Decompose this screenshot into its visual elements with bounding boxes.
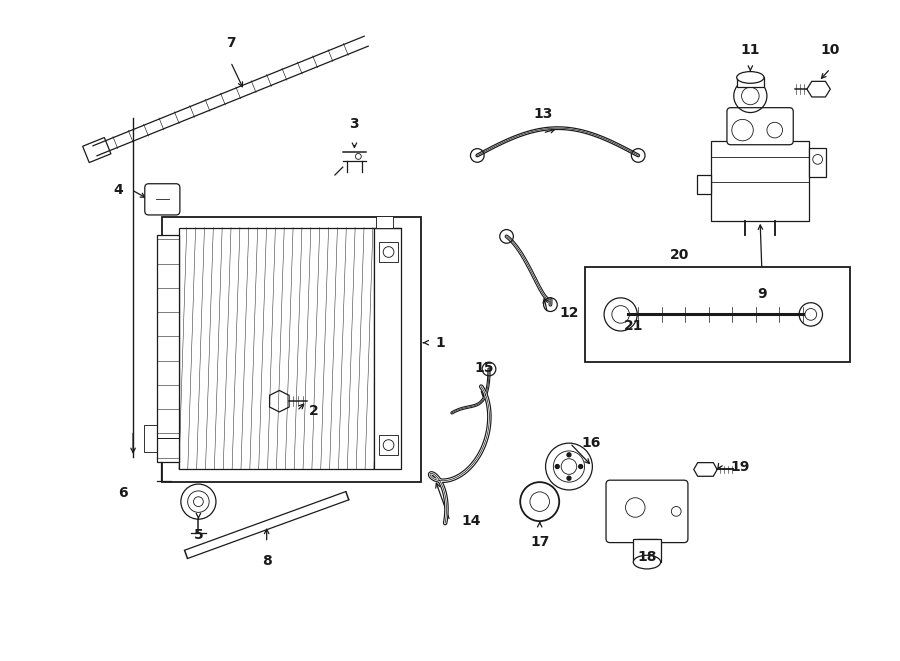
FancyBboxPatch shape [727,108,793,145]
Text: 17: 17 [530,535,549,549]
Bar [179,227,374,469]
Text: 18: 18 [637,551,657,564]
Text: 13: 13 [533,107,553,122]
Bar [379,242,399,262]
Text: 19: 19 [731,459,751,473]
Text: 21: 21 [624,319,644,333]
Circle shape [567,477,571,480]
Bar [737,77,764,87]
Bar [379,436,399,455]
Text: 12: 12 [559,307,579,321]
Text: 9: 9 [757,287,767,301]
Bar [634,539,661,562]
Text: 11: 11 [741,43,760,57]
Bar [162,217,420,482]
Text: 10: 10 [821,43,840,57]
Text: 6: 6 [119,486,128,500]
Bar [585,266,850,362]
Text: 7: 7 [226,36,236,50]
Text: 2: 2 [309,404,319,418]
Ellipse shape [737,71,764,83]
Bar [376,216,393,227]
Circle shape [555,465,559,469]
Text: 8: 8 [262,555,272,568]
Text: 15: 15 [474,361,494,375]
Circle shape [579,465,582,469]
Text: 1: 1 [436,336,446,350]
FancyBboxPatch shape [606,480,688,543]
Text: 3: 3 [349,117,359,131]
Circle shape [567,453,571,457]
Text: 5: 5 [194,528,203,542]
Bar [374,227,401,469]
Text: 14: 14 [462,514,482,528]
Text: 20: 20 [670,248,688,262]
Ellipse shape [634,555,661,569]
FancyBboxPatch shape [145,184,180,215]
Bar [809,147,826,177]
Bar [711,141,809,221]
Bar [158,235,179,461]
Bar [697,175,711,194]
Text: 4: 4 [113,182,123,196]
Text: 16: 16 [581,436,601,450]
